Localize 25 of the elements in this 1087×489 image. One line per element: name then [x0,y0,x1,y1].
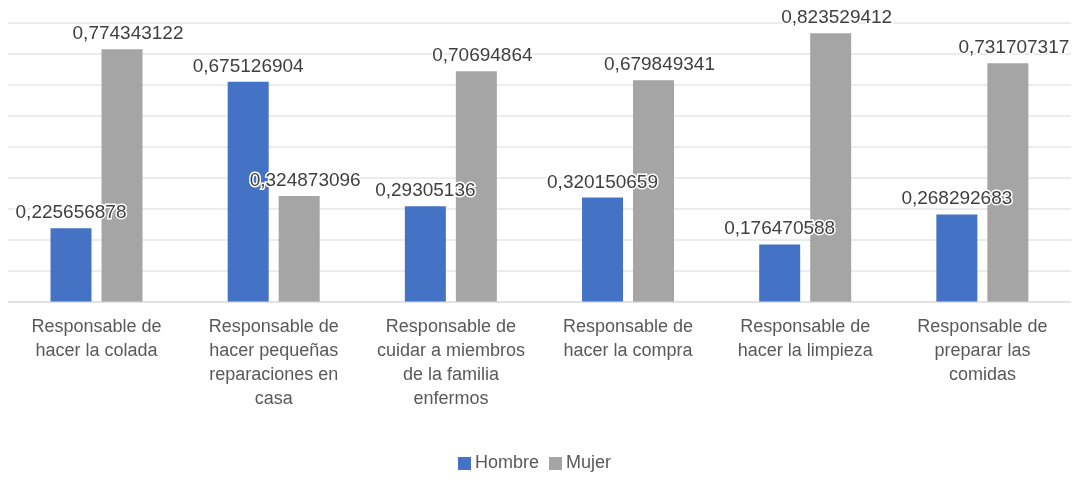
bar [278,195,320,302]
data-label: 0,774343122 [72,22,184,44]
data-label: 0,268292683 [901,187,1013,209]
data-label: 0,320150659 [547,170,658,192]
legend-label: Hombre [474,452,539,472]
data-label: 0,176470588 [724,217,836,239]
bar [582,197,624,302]
x-tick-label: Responsable de hacer la colada [31,316,162,360]
x-tick-label: Responsable de hacer la limpieza [737,316,874,360]
x-tick-label: Responsable de hacer la compra [563,316,694,360]
x-tick-label: Responsable de preparar las comidas [917,316,1048,384]
x-tick-label: Responsable de cuidar a miembros de la familia enfermos [376,316,525,408]
legend-label: Mujer [566,452,612,472]
bar [936,214,978,302]
data-label: 0,675126904 [192,54,305,76]
bar [759,244,801,302]
bar [404,206,446,302]
data-label: 0,70694864 [432,44,533,66]
data-label: 0,679849341 [604,53,715,75]
data-label: 0,29305136 [375,179,476,201]
data-label: 0,731707317 [958,36,1070,58]
data-label: 0,823529412 [781,6,893,28]
data-label: 0,225656878 [15,201,127,223]
bar [50,228,92,302]
x-tick-label: Responsable de hacer pequeñas reparaciones en casa [208,316,339,408]
